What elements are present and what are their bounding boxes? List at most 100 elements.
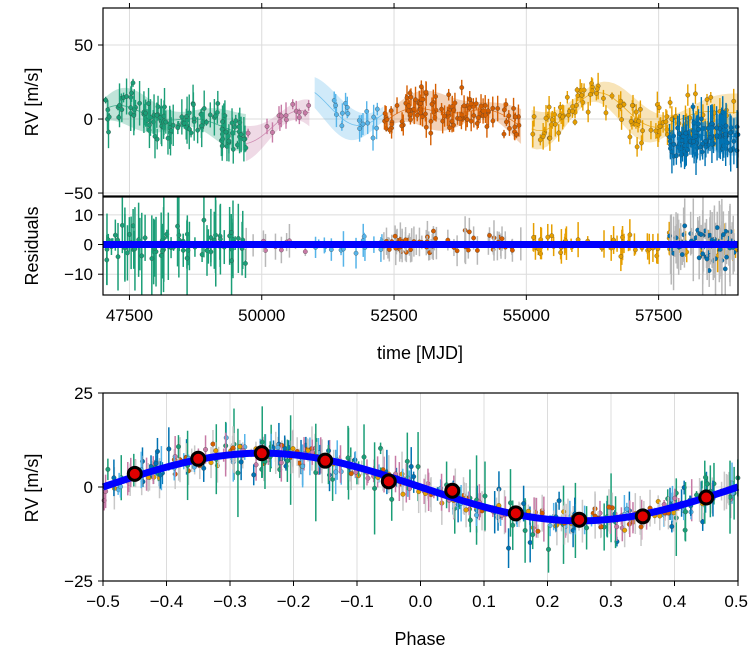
residual-point (328, 247, 334, 252)
phase-point (284, 458, 290, 464)
residual-point (700, 251, 706, 257)
phase-xtick-label: 0.0 (409, 592, 433, 611)
rv-point (629, 103, 635, 108)
residual-point (467, 229, 472, 235)
rv-point (143, 110, 149, 116)
rv-point (374, 125, 379, 131)
residual-point (184, 255, 190, 261)
rv-point (128, 105, 134, 111)
rv-point (512, 124, 518, 130)
rv-point (560, 114, 566, 120)
residual-point (431, 228, 436, 234)
rv-point (636, 118, 642, 124)
rv-point (653, 128, 659, 134)
rv-point (697, 144, 703, 150)
rv-point (283, 117, 289, 123)
rv-point (199, 123, 204, 129)
rv-point (103, 97, 109, 103)
rv-point (471, 113, 477, 118)
residual-point (454, 248, 460, 254)
rv-point (407, 90, 413, 96)
rv-point (685, 92, 691, 98)
rv-point (191, 102, 196, 107)
phase-point (251, 472, 257, 478)
phase-point (348, 471, 354, 477)
rv-point (124, 94, 129, 99)
rv-point (245, 130, 251, 136)
rv-point (514, 132, 519, 137)
residual-point (475, 248, 480, 253)
rv-point (440, 118, 446, 124)
rv-point (106, 129, 111, 135)
rv-point (506, 113, 512, 119)
rv-point (495, 106, 501, 111)
rv-point (365, 120, 371, 126)
phase-point (521, 501, 527, 507)
residuals-ytick-label: 10 (74, 206, 93, 225)
rv-point (302, 110, 308, 116)
rv-point (130, 80, 136, 86)
rv-time-ylabel: RV [m/s] (22, 68, 42, 137)
phase-point (300, 463, 306, 469)
rv-point (634, 144, 640, 150)
rv-point (683, 130, 689, 136)
residual-point (545, 234, 551, 240)
residual-point (408, 247, 413, 253)
rv-point (570, 108, 575, 114)
rv-point (501, 131, 507, 137)
phase-xtick-label: 0.5 (724, 592, 748, 611)
rv-point (657, 123, 663, 129)
phase-xtick-label: −0.5 (86, 592, 120, 611)
rv-point (146, 101, 151, 106)
phase-xtick-label: −0.3 (213, 592, 247, 611)
rv-point (345, 111, 351, 116)
phase-point (404, 458, 410, 464)
phase-point (400, 491, 406, 497)
phase-point (614, 524, 620, 530)
residual-point (714, 225, 720, 230)
rv-point (648, 127, 654, 133)
rv-point (546, 104, 552, 110)
phase-point (584, 525, 590, 531)
rv-point (131, 113, 137, 118)
rv-point (399, 123, 405, 129)
phase-point (259, 439, 265, 445)
rv-point (473, 101, 479, 107)
rv-point (484, 124, 490, 129)
phase-point (253, 462, 259, 468)
phase-point (411, 474, 417, 480)
rv-point (147, 122, 152, 128)
rv-point (619, 117, 624, 122)
rv-point (179, 114, 185, 120)
phase-point (546, 546, 551, 552)
rv-point (418, 101, 424, 106)
rv-point (709, 121, 715, 126)
time-xlabel: time [MJD] (377, 343, 463, 363)
phase-point (510, 522, 516, 528)
phase-point (105, 466, 111, 472)
phase-point (278, 460, 284, 466)
rv-point (340, 110, 345, 116)
rv-point (639, 140, 644, 146)
phase-xtick-label: 0.3 (599, 592, 623, 611)
rv-point (117, 102, 122, 108)
phase-point (372, 485, 378, 491)
residual-point (229, 258, 234, 264)
phase-point (275, 445, 281, 450)
residual-point (127, 232, 132, 237)
rv-point (603, 110, 609, 116)
rv-point (370, 135, 376, 141)
residual-point (201, 217, 207, 223)
phase-point (176, 444, 181, 450)
rv-point (574, 87, 580, 93)
rv-point (537, 137, 543, 143)
phase-point (290, 446, 296, 452)
residual-point (392, 233, 398, 239)
rv-point (727, 130, 733, 136)
residual-point (180, 248, 186, 253)
rv-point (708, 94, 714, 100)
rv-point (406, 108, 411, 114)
rv-point (461, 103, 467, 109)
phase-point (305, 447, 311, 453)
phase-point (361, 454, 367, 460)
